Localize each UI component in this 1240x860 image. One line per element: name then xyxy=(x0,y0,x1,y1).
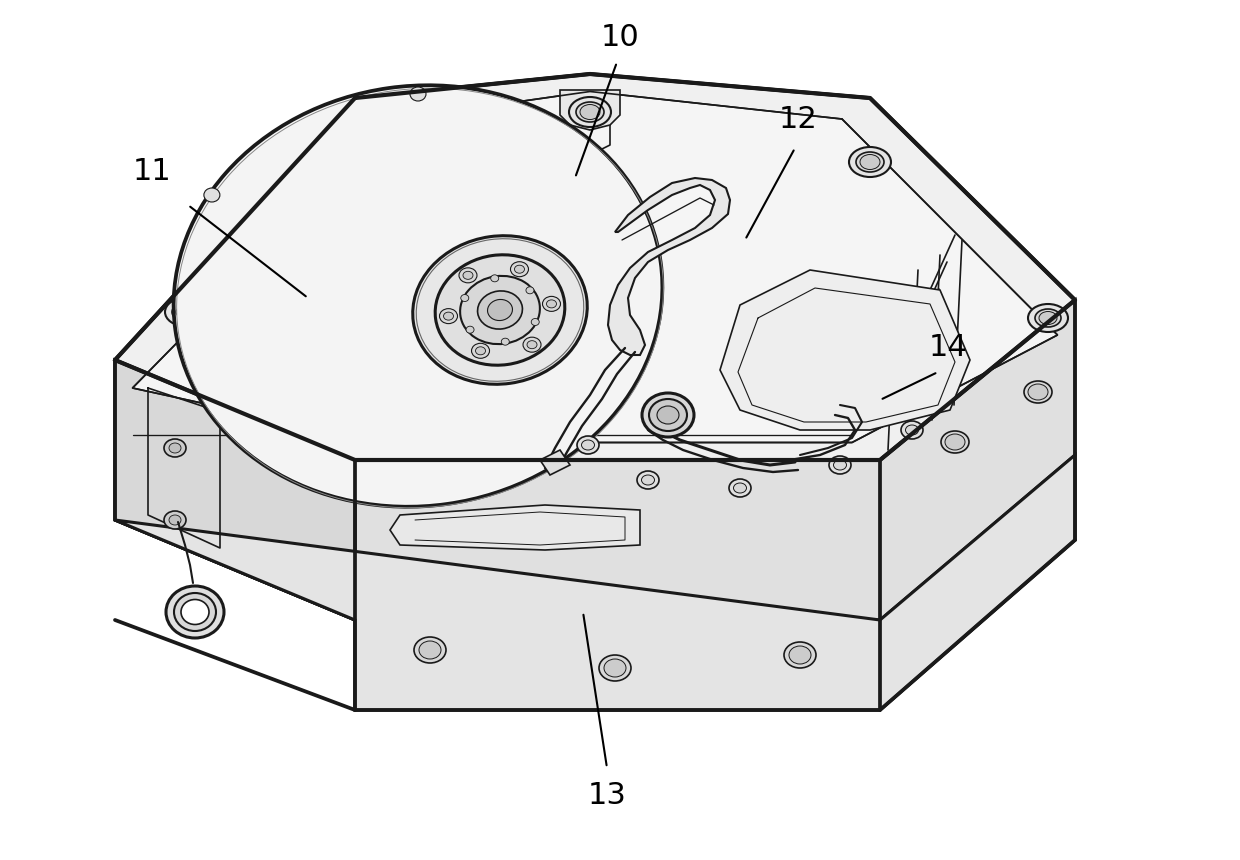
Ellipse shape xyxy=(729,479,751,497)
Ellipse shape xyxy=(599,655,631,681)
Ellipse shape xyxy=(1024,381,1052,403)
Ellipse shape xyxy=(413,236,588,384)
Ellipse shape xyxy=(501,338,510,345)
Ellipse shape xyxy=(444,312,454,320)
Polygon shape xyxy=(115,360,355,620)
Ellipse shape xyxy=(861,155,880,169)
Ellipse shape xyxy=(475,347,486,355)
Ellipse shape xyxy=(642,393,694,437)
Ellipse shape xyxy=(203,188,219,202)
Polygon shape xyxy=(608,178,730,355)
Ellipse shape xyxy=(491,275,498,282)
Ellipse shape xyxy=(176,89,660,504)
Ellipse shape xyxy=(856,152,884,172)
Ellipse shape xyxy=(649,399,687,431)
Ellipse shape xyxy=(945,434,965,450)
Ellipse shape xyxy=(526,286,534,294)
Ellipse shape xyxy=(531,318,539,325)
Ellipse shape xyxy=(165,298,205,326)
Ellipse shape xyxy=(466,326,474,333)
Ellipse shape xyxy=(580,105,600,120)
Ellipse shape xyxy=(172,303,198,321)
Ellipse shape xyxy=(169,515,181,525)
Text: 14: 14 xyxy=(929,334,967,363)
Ellipse shape xyxy=(527,341,537,348)
Text: 10: 10 xyxy=(600,23,640,52)
Ellipse shape xyxy=(547,300,557,308)
Polygon shape xyxy=(133,91,1058,443)
Polygon shape xyxy=(115,455,1075,710)
Text: 12: 12 xyxy=(779,106,817,134)
Ellipse shape xyxy=(410,87,427,101)
Ellipse shape xyxy=(734,483,746,493)
Ellipse shape xyxy=(637,471,658,489)
Ellipse shape xyxy=(1035,309,1061,327)
Ellipse shape xyxy=(414,637,446,663)
Polygon shape xyxy=(115,360,355,620)
Text: 13: 13 xyxy=(588,781,626,809)
Polygon shape xyxy=(115,74,1075,460)
Ellipse shape xyxy=(1028,384,1048,400)
Ellipse shape xyxy=(471,343,490,359)
Ellipse shape xyxy=(1028,304,1068,332)
Ellipse shape xyxy=(577,102,604,122)
Ellipse shape xyxy=(181,599,210,624)
Ellipse shape xyxy=(439,309,458,323)
Ellipse shape xyxy=(164,511,186,529)
Ellipse shape xyxy=(569,97,611,127)
Ellipse shape xyxy=(604,659,626,677)
Polygon shape xyxy=(115,455,1075,710)
Ellipse shape xyxy=(487,299,512,321)
Ellipse shape xyxy=(460,276,539,344)
Polygon shape xyxy=(720,270,970,430)
Ellipse shape xyxy=(164,439,186,457)
Ellipse shape xyxy=(463,271,472,280)
Ellipse shape xyxy=(477,291,522,329)
Ellipse shape xyxy=(941,431,968,453)
Ellipse shape xyxy=(523,337,541,353)
Text: 11: 11 xyxy=(133,157,171,187)
Ellipse shape xyxy=(419,641,441,659)
Ellipse shape xyxy=(657,406,680,424)
Ellipse shape xyxy=(830,456,851,474)
Ellipse shape xyxy=(169,443,181,453)
Ellipse shape xyxy=(577,436,599,454)
Polygon shape xyxy=(539,450,570,475)
Ellipse shape xyxy=(542,297,560,311)
Ellipse shape xyxy=(784,642,816,668)
Ellipse shape xyxy=(849,147,892,177)
Polygon shape xyxy=(391,505,640,550)
Ellipse shape xyxy=(166,586,224,638)
Ellipse shape xyxy=(905,425,919,435)
Polygon shape xyxy=(355,300,1075,620)
Ellipse shape xyxy=(789,646,811,664)
Ellipse shape xyxy=(582,440,594,450)
Ellipse shape xyxy=(833,460,847,470)
Ellipse shape xyxy=(901,421,923,439)
Ellipse shape xyxy=(641,475,655,485)
Ellipse shape xyxy=(511,261,528,277)
Ellipse shape xyxy=(1039,311,1056,324)
Ellipse shape xyxy=(174,85,662,507)
Polygon shape xyxy=(560,90,620,130)
Ellipse shape xyxy=(174,593,216,631)
Ellipse shape xyxy=(435,255,565,366)
Ellipse shape xyxy=(176,305,193,318)
Ellipse shape xyxy=(461,294,469,302)
Ellipse shape xyxy=(515,265,525,273)
Ellipse shape xyxy=(459,267,477,283)
